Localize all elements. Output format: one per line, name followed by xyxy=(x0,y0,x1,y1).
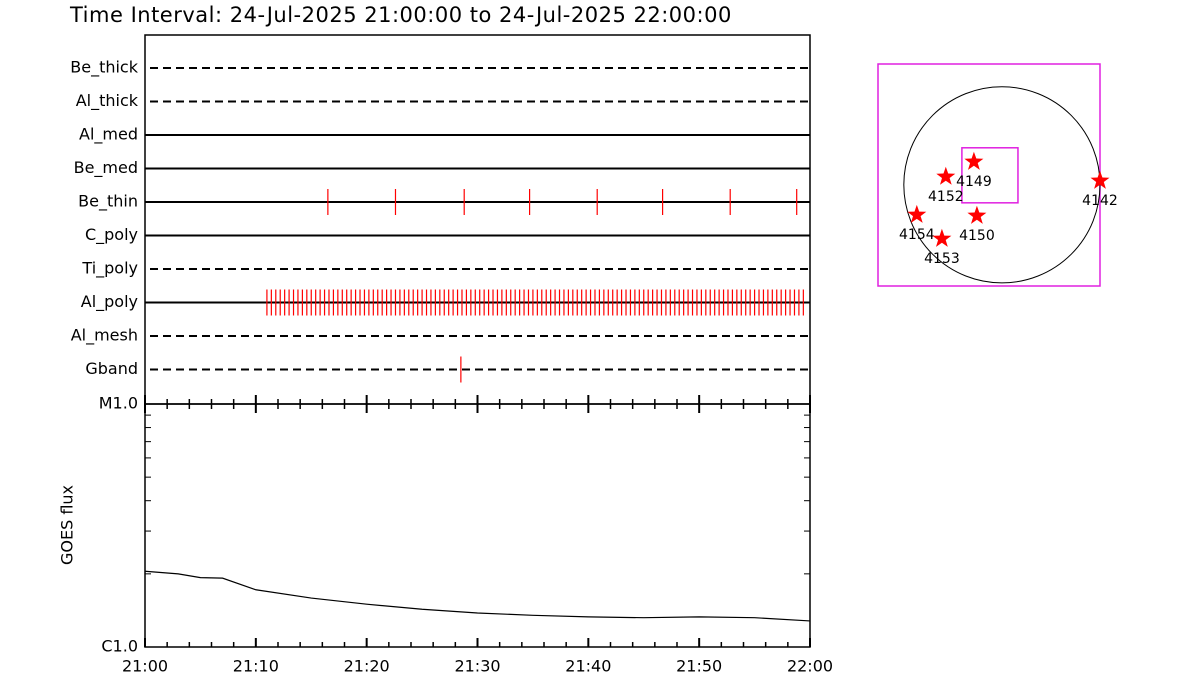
x-tick-label: 21:00 xyxy=(122,657,168,676)
solar-limb xyxy=(903,86,1101,284)
x-tick-label: 21:30 xyxy=(454,657,500,676)
ar-label: 4150 xyxy=(959,228,995,244)
x-tick-label: 21:10 xyxy=(233,657,279,676)
row-label: Al_poly xyxy=(81,292,138,312)
x-tick-label: 22:00 xyxy=(787,657,833,676)
x-tick-label: 21:20 xyxy=(344,657,390,676)
x-tick-label: 21:40 xyxy=(565,657,611,676)
ar-label: 4152 xyxy=(928,189,964,205)
ar-label: 4153 xyxy=(924,251,960,267)
row-label: Gband xyxy=(85,359,138,378)
row-label: Ti_poly xyxy=(81,259,138,279)
ar-label: 4149 xyxy=(956,174,992,190)
timeline-frame xyxy=(144,34,811,405)
row-label: Be_thin xyxy=(78,192,138,212)
y-tick-label: M1.0 xyxy=(99,394,138,413)
fov-box xyxy=(961,147,1019,204)
ar-star xyxy=(907,204,927,223)
ar-star xyxy=(967,205,987,224)
y-axis-label: GOES flux xyxy=(58,485,77,565)
ar-star xyxy=(964,151,984,170)
goes-curve xyxy=(144,570,811,622)
ar-label: 4142 xyxy=(1082,193,1118,209)
y-tick-label: C1.0 xyxy=(101,637,138,656)
ar-star xyxy=(1090,170,1110,189)
ar-label: 4154 xyxy=(899,227,935,243)
row-label: Be_med xyxy=(74,158,138,178)
title: Time Interval: 24-Jul-2025 21:00:00 to 2… xyxy=(69,3,732,27)
row-label: Be_thick xyxy=(70,58,138,78)
row-label: Al_mesh xyxy=(71,326,138,346)
goes-frame xyxy=(144,403,811,648)
row-label: C_poly xyxy=(85,225,138,245)
ar-star xyxy=(936,166,956,185)
ar-star xyxy=(932,228,952,247)
row-label: Al_thick xyxy=(76,91,139,111)
x-tick-label: 21:50 xyxy=(676,657,722,676)
row-label: Al_med xyxy=(79,125,138,145)
